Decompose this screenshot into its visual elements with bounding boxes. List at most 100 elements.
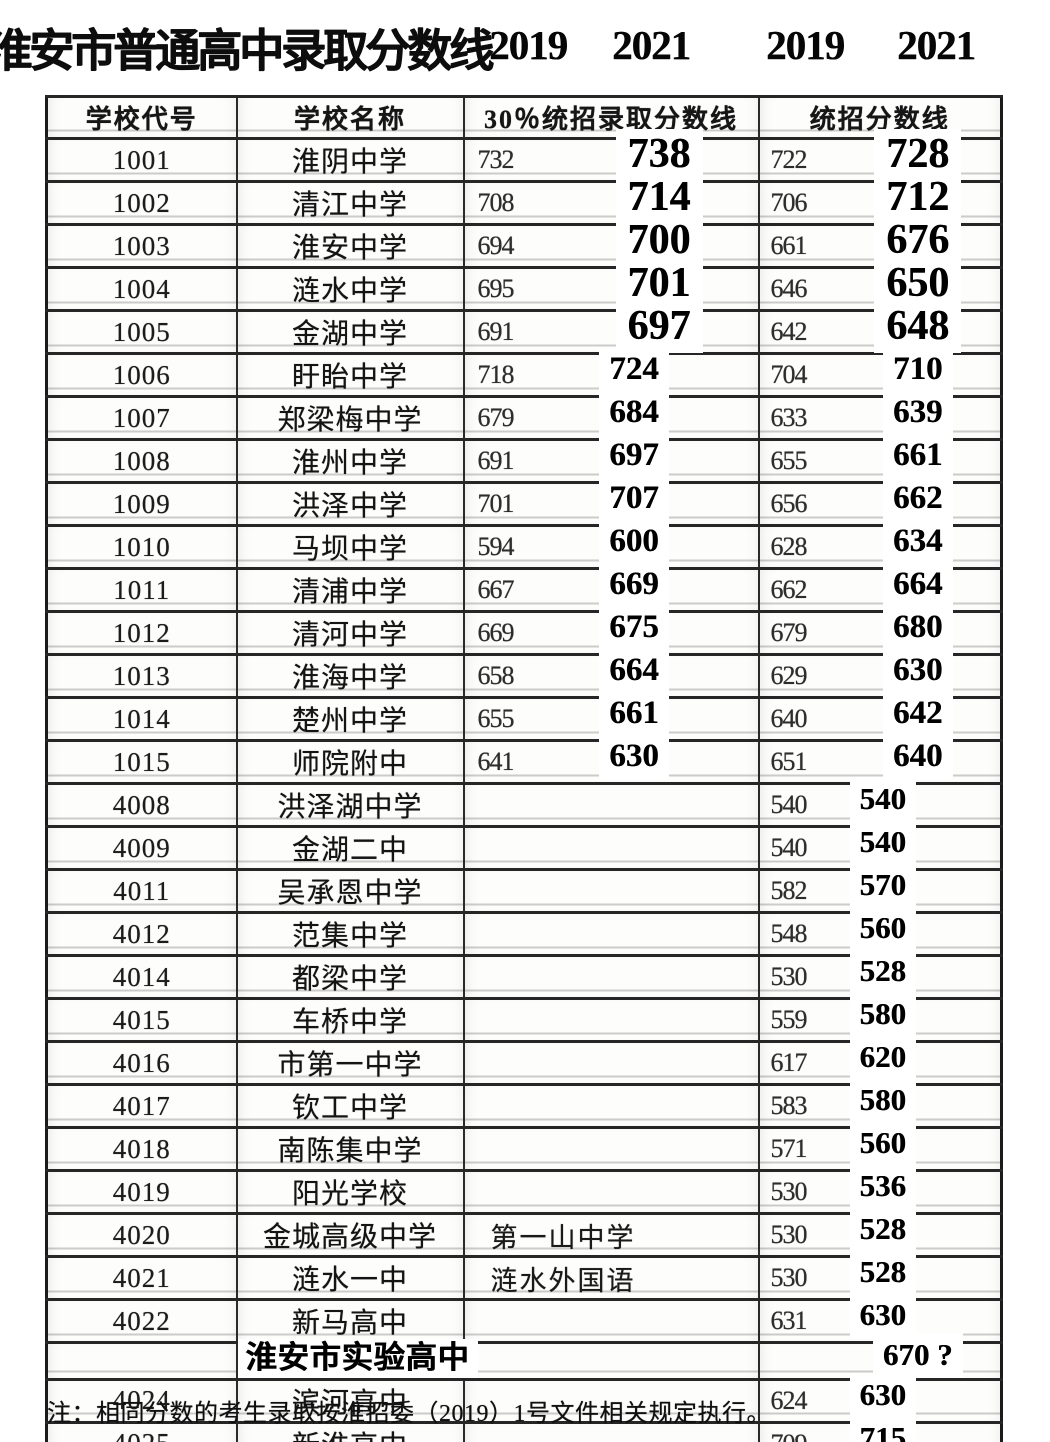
school-name: 新马高中 (291, 1308, 408, 1339)
score-30pct-2021: 724 (599, 349, 669, 393)
score-tongzhao-wrap: 642 648 (760, 300, 1001, 354)
score-tongzhao-2019: 631 (770, 1306, 808, 1335)
score-tongzhao-2021-slot: 648 (836, 300, 1001, 354)
table-row: 1010 马坝中学 594 600 628 634 (45, 521, 1003, 570)
school-name-cell: 涟水中学 (235, 266, 465, 312)
score-30pct-2019: 718 (477, 360, 515, 389)
score-30pct-wrap: 涟水外国语 (465, 1259, 758, 1298)
score-30pct-wrap: 691 697 (465, 435, 758, 479)
school-name-cell: 洪泽湖中学 (235, 782, 465, 828)
school-name: 淮州中学 (291, 448, 408, 479)
score-30pct-cell: 第一山中学 (462, 1212, 760, 1258)
school-code: 4016 (112, 1047, 171, 1078)
score-30pct-cell (462, 1420, 760, 1442)
score-tongzhao-cell: 582 570 (757, 863, 1003, 914)
score-tongzhao-wrap: 704 710 (760, 349, 1001, 393)
score-tongzhao-2019: 655 (770, 446, 808, 475)
score-tongzhao-2021-slot: 630 (836, 650, 1001, 694)
score-tongzhao-2021: 640 (883, 736, 953, 780)
score-tongzhao-2019: 530 (770, 1220, 808, 1249)
table-row: 4017 钦工中学 583 580 (45, 1078, 1003, 1129)
school-code-cell: 1012 (45, 610, 238, 656)
school-code-cell: 4017 (45, 1083, 238, 1129)
score-30pct-wrap (465, 1132, 758, 1166)
footnote: 注：相同分数的考生录取按淮招委（2019）1号文件相关规定执行。 (47, 1401, 771, 1427)
score-30pct-cell: 679 684 (462, 392, 760, 441)
table-row: 4011 吴承恩中学 582 570 (45, 863, 1003, 914)
score-30pct-2019: 691 (477, 446, 515, 475)
score-tongzhao-2021: 540 (849, 820, 916, 866)
score-30pct-wrap (465, 788, 758, 822)
school-name-cell: 新淮高中 (235, 1420, 465, 1442)
score-30pct-cell (462, 825, 760, 871)
score-tongzhao-2021-slot: 560 (836, 1121, 1001, 1167)
score-30pct-wrap: 669 675 (465, 607, 758, 651)
school-name: 滨河高中 (291, 1387, 408, 1419)
score-tongzhao-2021: 528 (849, 949, 916, 995)
school-name-cell: 新马高中 (235, 1298, 465, 1344)
score-tongzhao-2021: 661 (883, 435, 953, 479)
score-tongzhao-cell: 629 630 (757, 650, 1003, 699)
school-code-cell: 1007 (45, 395, 238, 441)
score-tongzhao-2019: 530 (770, 1177, 808, 1206)
score-tongzhao-2019: 706 (770, 188, 808, 217)
school-name: 淮阴中学 (291, 147, 408, 178)
score-tongzhao-cell: 704 710 (757, 349, 1003, 398)
school-name: 金湖中学 (291, 319, 408, 350)
score-tongzhao-2021-slot: 639 (836, 392, 1001, 436)
score-30pct-2021-slot: 724 (561, 349, 758, 393)
score-tongzhao-2019: 559 (770, 1005, 808, 1034)
school-name: 金湖二中 (291, 835, 408, 866)
score-tongzhao-2021-slot: 630 (836, 1372, 1001, 1419)
school-name: 师院附中 (291, 749, 408, 780)
score-tongzhao-2021: 680 (883, 607, 953, 651)
score-tongzhao-2021: 710 (883, 349, 953, 393)
school-code-cell: 1003 (45, 223, 238, 269)
score-30pct-cell: 594 600 (462, 521, 760, 570)
score-30pct-wrap: 679 684 (465, 392, 758, 436)
school-name-cell: 淮海中学 (235, 653, 465, 699)
score-tongzhao-2021: 630 (849, 1293, 916, 1339)
score-tongzhao-2021: 715 (849, 1415, 916, 1442)
table-row: 4024 滨河高中 624 630 (45, 1372, 1003, 1424)
score-30pct-2021-slot: 684 (561, 392, 758, 436)
school-code: 4021 (112, 1262, 171, 1293)
title-year-2021-first: 2021 (612, 22, 691, 68)
school-code: 1011 (113, 574, 171, 605)
score-tongzhao-2019: 656 (770, 489, 808, 518)
school-name-cell: 淮安市实验高中 (235, 1339, 478, 1381)
score-tongzhao-cell: 679 680 (757, 607, 1003, 656)
score-30pct-2021-slot: 630 (561, 736, 758, 780)
score-30pct-cell: 718 724 (462, 349, 760, 398)
school-code-cell: 4024 (45, 1377, 238, 1424)
score-30pct-2021-slot: 697 (561, 300, 758, 354)
score-tongzhao-wrap: 582 570 (760, 863, 1001, 909)
table-row: 1001 淮阴中学 732 738 722 728 (45, 128, 1003, 183)
score-30pct-wrap (465, 917, 758, 951)
score-tongzhao-2019: 530 (770, 1263, 808, 1292)
table-row: 1006 盱眙中学 718 724 704 710 (45, 349, 1003, 398)
score-tongzhao-2021-slot: 715 (836, 1415, 1001, 1442)
score-30pct-cell: 669 675 (462, 607, 760, 656)
table-row: 4025 新淮高中 709 715 (45, 1415, 1003, 1442)
score-30pct-2019: 694 (477, 231, 515, 260)
score-tongzhao-2019: 530 (770, 962, 808, 991)
score-tongzhao-wrap: 670 ? (760, 1332, 1001, 1379)
score-tongzhao-wrap: 583 580 (760, 1078, 1001, 1124)
school-code-cell: 4009 (45, 825, 238, 871)
score-tongzhao-cell: 640 642 (757, 693, 1003, 742)
score-30pct-wrap (465, 831, 758, 865)
school-name-cell: 清河中学 (235, 610, 465, 656)
school-name: 清河中学 (291, 620, 408, 651)
score-tongzhao-wrap: 571 560 (760, 1121, 1001, 1167)
score-tongzhao-wrap: 530 528 (760, 1250, 1001, 1296)
school-code: 1005 (112, 316, 171, 347)
score-tongzhao-2021: 536 (849, 1164, 916, 1210)
score-tongzhao-2019: 617 (770, 1048, 808, 1077)
score-tongzhao-2021: 560 (849, 1121, 916, 1167)
school-name: 淮安中学 (291, 233, 408, 264)
school-name: 洪泽湖中学 (277, 792, 423, 823)
school-code-cell: 1006 (45, 352, 238, 398)
score-tongzhao-cell: 670 ? (757, 1332, 1003, 1381)
score-30pct-cell: 695 701 (462, 257, 760, 314)
